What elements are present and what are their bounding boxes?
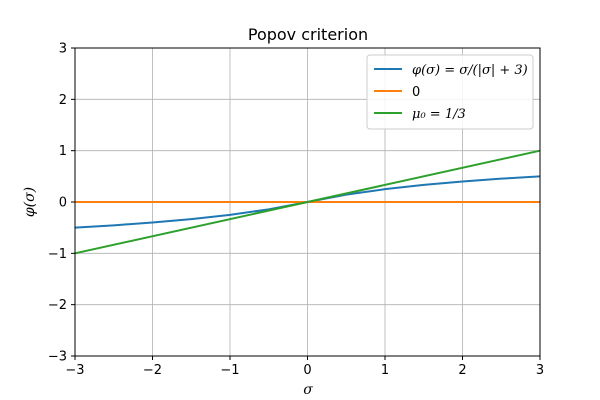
y-tick-label: 0 [59,196,67,211]
x-tick-label: −1 [220,363,239,378]
y-tick-label: 2 [59,93,67,108]
legend-label-phi: φ(σ) = σ/(|σ| + 3) [412,63,528,78]
y-ticks: −3 −2 −1 0 1 2 3 [48,42,75,365]
x-tick-label: 0 [303,363,311,378]
chart-title: Popov criterion [248,25,368,44]
x-tick-label: 3 [536,363,544,378]
legend: φ(σ) = σ/(|σ| + 3) 0 μ₀ = 1/3 [366,54,534,130]
legend-label-zero: 0 [412,85,420,100]
y-tick-label: −2 [48,298,67,313]
legend-box [366,54,534,130]
x-axis-label: σ [303,382,313,398]
plot-lines [74,149,541,255]
legend-label-mu: μ₀ = 1/3 [412,107,466,122]
series-line-mu [74,149,541,255]
y-tick-label: −3 [48,350,67,365]
y-axis-label: φ(σ) [22,187,38,217]
y-tick-label: −1 [48,247,67,262]
x-ticks: −3 −2 −1 0 1 2 3 [65,356,544,378]
x-tick-label: −2 [143,363,162,378]
y-tick-label: 3 [59,42,67,57]
x-tick-label: −3 [65,363,84,378]
y-tick-label: 1 [59,144,67,159]
x-tick-label: 1 [381,363,389,378]
x-tick-label: 2 [458,363,466,378]
